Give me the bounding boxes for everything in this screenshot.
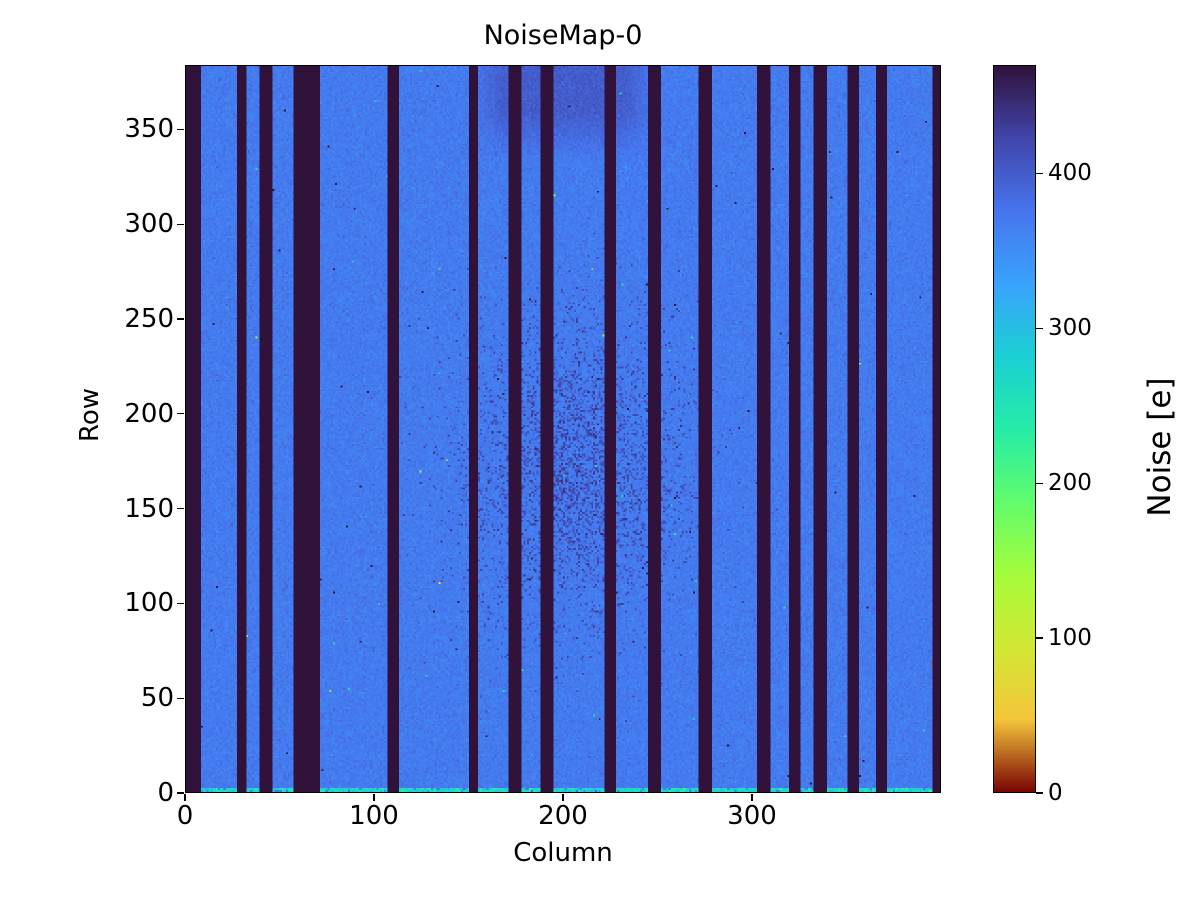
heatmap-axes[interactable] — [185, 65, 941, 793]
x-tick-label: 300 — [727, 801, 777, 831]
x-tick-label: 200 — [538, 801, 588, 831]
x-tick-label: 100 — [349, 801, 399, 831]
x-axis-label: Column — [513, 838, 613, 868]
y-tick-label: 300 — [124, 209, 174, 240]
x-tick-mark — [373, 794, 375, 801]
colorbar-tick-label: 400 — [1048, 160, 1092, 187]
y-tick-mark — [177, 413, 184, 415]
y-tick-mark — [177, 792, 184, 794]
y-tick-mark — [177, 697, 184, 699]
colorbar-tick-mark — [1036, 482, 1043, 484]
colorbar-label: Noise [e] — [1142, 377, 1178, 517]
colorbar-tick-label: 300 — [1048, 315, 1092, 342]
colorbar-axes[interactable] — [993, 65, 1036, 793]
y-tick-mark — [177, 602, 184, 605]
colorbar-tick-label: 200 — [1048, 470, 1092, 497]
y-axis-tick-labels: 0 50 100 150 200 250 300 350 — [0, 0, 174, 900]
y-axis-label: Row — [75, 387, 105, 443]
y-tick-mark — [177, 507, 184, 510]
page-title: NoiseMap-0 — [483, 20, 643, 51]
colorbar-tick-label: 100 — [1048, 625, 1092, 652]
y-tick-label: 0 — [157, 778, 174, 808]
colorbar-tick-mark — [1036, 327, 1043, 329]
y-tick-mark — [177, 318, 184, 320]
colorbar-tick-mark — [1036, 172, 1043, 175]
colorbar-gradient — [994, 66, 1035, 792]
y-tick-mark — [177, 128, 184, 131]
y-tick-label: 50 — [140, 683, 174, 714]
y-tick-mark — [177, 223, 184, 225]
colorbar-tick-label: 0 — [1048, 780, 1063, 806]
x-tick-label: 0 — [176, 801, 194, 831]
colorbar-tick-mark — [1036, 637, 1043, 639]
x-tick-mark — [184, 794, 186, 801]
y-tick-label: 100 — [124, 588, 174, 619]
x-tick-mark — [562, 794, 564, 801]
y-tick-label: 150 — [124, 493, 174, 524]
colorbar-tick-mark — [1036, 792, 1043, 794]
y-tick-label: 250 — [124, 304, 174, 335]
x-tick-mark — [751, 794, 753, 801]
heatmap-image — [186, 66, 940, 792]
y-tick-label: 200 — [124, 398, 174, 429]
y-tick-label: 350 — [124, 114, 174, 145]
